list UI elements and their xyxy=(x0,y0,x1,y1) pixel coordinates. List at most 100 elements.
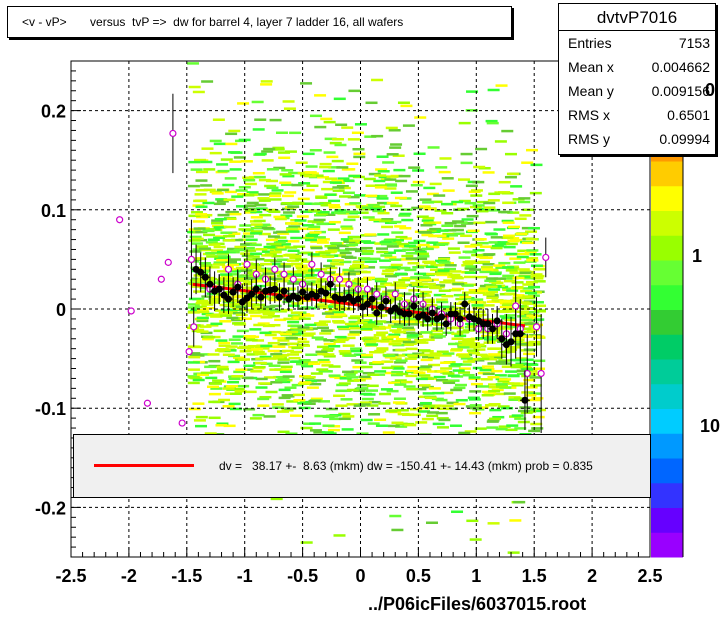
density-cell xyxy=(267,345,280,348)
density-cell xyxy=(410,276,423,279)
density-cell xyxy=(208,392,221,396)
density-cell xyxy=(436,243,449,246)
density-cell xyxy=(279,173,292,176)
density-cell xyxy=(395,235,408,239)
density-cell xyxy=(300,282,313,286)
density-cell xyxy=(498,180,511,184)
density-cell xyxy=(195,415,208,419)
density-cell xyxy=(238,358,251,361)
density-cell xyxy=(316,278,329,281)
density-cell xyxy=(527,310,540,314)
density-cell xyxy=(244,182,257,186)
density-cell xyxy=(530,372,543,376)
open-point xyxy=(243,260,251,268)
density-cell xyxy=(386,389,399,393)
density-cell xyxy=(239,282,252,286)
open-point xyxy=(187,255,196,263)
density-cell xyxy=(235,205,248,208)
density-cell xyxy=(451,200,464,204)
density-cell xyxy=(408,318,421,322)
density-cell xyxy=(457,315,470,318)
density-cell xyxy=(262,313,275,316)
density-cell xyxy=(404,342,417,346)
density-cell xyxy=(346,162,359,165)
density-cell xyxy=(524,251,537,254)
density-cell xyxy=(520,318,533,322)
open-point xyxy=(271,265,279,273)
density-cell xyxy=(530,264,543,267)
density-cell xyxy=(406,323,419,326)
density-cell xyxy=(529,191,542,195)
density-cell xyxy=(235,368,248,372)
density-cell xyxy=(269,192,282,195)
density-cell xyxy=(367,422,380,425)
density-cell xyxy=(245,238,258,242)
density-cell xyxy=(530,422,543,426)
density-cell xyxy=(263,259,276,262)
density-cell xyxy=(287,353,300,356)
density-cell xyxy=(438,170,451,174)
density-cell xyxy=(384,356,397,359)
x-tick-label: 0 xyxy=(355,566,365,586)
density-cell xyxy=(211,192,224,195)
density-cell xyxy=(520,366,533,370)
density-cell xyxy=(267,315,280,318)
density-cell xyxy=(388,342,401,346)
density-cell xyxy=(287,304,300,307)
density-cell xyxy=(269,368,282,371)
density-cell xyxy=(372,209,385,213)
density-cell xyxy=(512,276,525,280)
density-cell xyxy=(376,347,389,350)
density-cell xyxy=(209,151,222,155)
density-cell xyxy=(289,131,302,135)
open-point xyxy=(363,285,372,293)
density-cell xyxy=(239,345,252,349)
density-cell xyxy=(517,420,530,424)
density-cell xyxy=(472,204,485,207)
density-cell xyxy=(446,234,459,237)
density-cell xyxy=(357,319,370,322)
density-cell xyxy=(517,249,530,253)
density-cell xyxy=(415,293,428,296)
density-cell xyxy=(419,368,432,371)
density-cell xyxy=(467,351,480,355)
y-tick-label: -0.2 xyxy=(35,498,66,518)
density-cell xyxy=(406,369,419,373)
density-cell xyxy=(521,241,534,245)
density-cell xyxy=(513,397,526,400)
density-cell xyxy=(333,313,346,316)
density-cell xyxy=(225,132,238,136)
density-cell xyxy=(395,359,408,362)
density-cell xyxy=(209,298,222,301)
density-cell xyxy=(210,315,223,318)
palette-band xyxy=(651,433,683,459)
density-cell xyxy=(466,349,479,352)
density-cell xyxy=(340,398,353,401)
density-cell xyxy=(197,310,210,314)
density-cell xyxy=(277,377,290,380)
density-cell xyxy=(434,234,447,238)
density-cell xyxy=(368,301,381,305)
density-cell xyxy=(457,241,470,245)
density-cell xyxy=(348,270,361,273)
density-cell xyxy=(431,333,444,336)
density-cell xyxy=(223,198,236,202)
density-cell xyxy=(433,194,446,197)
density-cell xyxy=(317,400,330,403)
density-cell xyxy=(259,355,272,359)
density-cell xyxy=(419,403,432,406)
density-cell xyxy=(258,232,271,236)
density-cell xyxy=(401,277,414,280)
density-cell xyxy=(314,125,327,129)
density-cell xyxy=(258,223,271,227)
density-cell xyxy=(356,387,369,390)
density-cell xyxy=(447,374,460,377)
palette-band xyxy=(651,408,683,434)
density-cell xyxy=(216,348,229,351)
density-cell xyxy=(290,311,303,314)
density-cell xyxy=(532,415,545,419)
density-cell xyxy=(252,257,265,261)
density-cell xyxy=(402,326,415,329)
density-cell xyxy=(487,88,500,92)
density-cell xyxy=(466,519,479,523)
